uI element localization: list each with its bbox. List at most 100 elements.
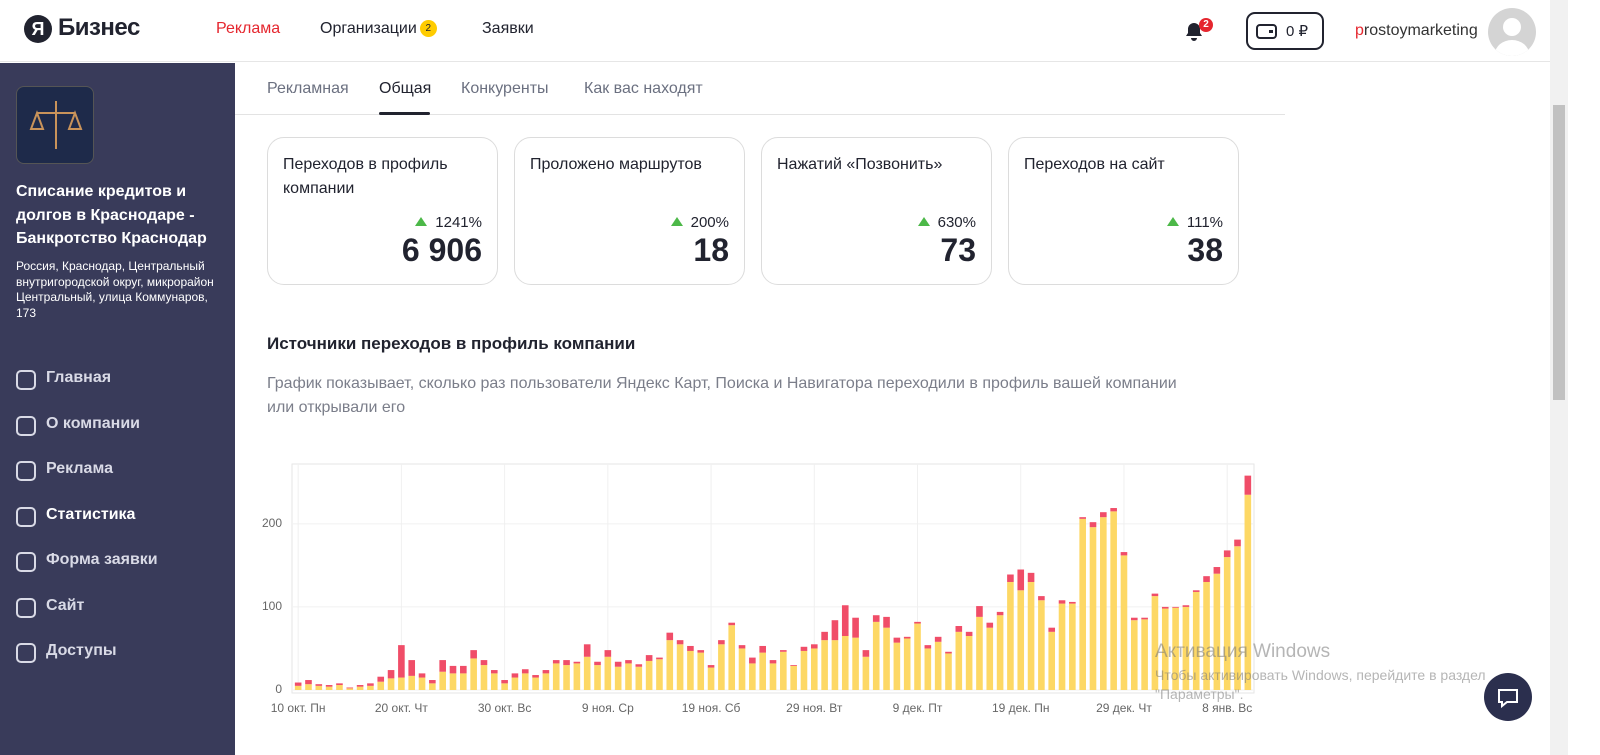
bar-segment — [418, 677, 426, 690]
menu-icon — [16, 597, 36, 618]
menu-item[interactable]: О компании — [46, 414, 140, 432]
bar-segment — [687, 645, 694, 651]
bar-segment — [1089, 522, 1097, 528]
bar-segment — [986, 627, 994, 690]
bar-segment — [315, 684, 323, 686]
bar-segment — [511, 673, 519, 678]
bar-segment — [1141, 617, 1148, 620]
bar-segment — [976, 616, 983, 690]
menu-item[interactable]: Форма заявки — [46, 551, 158, 568]
menu-item[interactable]: Главная — [46, 369, 112, 386]
stat-card: Переходов в профиль компании 1241% 6 906 — [267, 137, 498, 285]
bar-segment — [1141, 619, 1148, 690]
bar-segment — [470, 650, 477, 659]
bar-segment — [1182, 606, 1190, 690]
menu-item[interactable]: Статистика — [46, 505, 136, 523]
nav-link[interactable]: Организации 2 — [320, 20, 437, 38]
menu-icon — [16, 506, 36, 527]
tab[interactable]: Как вас находят — [584, 80, 703, 97]
bar-segment — [759, 652, 766, 690]
bar-segment — [728, 625, 736, 690]
bar-segment — [573, 663, 581, 690]
y-tick-label: 200 — [262, 516, 282, 530]
bar-segment — [294, 682, 302, 686]
bar-segment — [759, 645, 766, 653]
bar-segment — [831, 620, 839, 641]
bar-segment — [883, 627, 890, 690]
bar-segment — [1213, 573, 1221, 690]
bar-segment — [377, 676, 385, 682]
chat-button[interactable] — [1484, 673, 1532, 721]
x-tick-label: 9 дек. Пт — [893, 701, 943, 715]
bar-segment — [924, 648, 932, 690]
bar-segment — [707, 667, 715, 690]
stat-card: Нажатий «Позвонить» 630% 73 — [761, 137, 992, 285]
bar-segment — [1079, 517, 1086, 519]
bar-segment — [1110, 511, 1117, 690]
bar-segment — [1058, 603, 1066, 690]
bar-segment — [583, 656, 591, 690]
tab[interactable]: Рекламная — [267, 80, 349, 97]
menu-item[interactable]: Доступы — [46, 642, 117, 659]
bar-segment — [841, 635, 849, 690]
bar-segment — [862, 650, 870, 657]
bar-segment — [666, 632, 674, 641]
scrollbar-thumb[interactable] — [1553, 105, 1565, 400]
bar-segment — [387, 670, 395, 679]
bar-segment — [315, 685, 323, 690]
wallet-button[interactable] — [1246, 12, 1324, 50]
card-title: Переходов в профиль компании — [283, 156, 448, 197]
bar-segment — [346, 688, 354, 690]
menu-icon — [16, 552, 36, 572]
nav-link[interactable]: Заявки — [482, 20, 534, 37]
bar-segment — [841, 605, 849, 636]
bar-segment — [552, 663, 560, 690]
nav-link[interactable]: Реклама — [216, 20, 281, 37]
tab[interactable]: Конкуренты — [461, 80, 549, 97]
bar-segment — [542, 670, 550, 674]
bar-segment — [521, 673, 529, 690]
bar-segment — [769, 663, 777, 690]
menu-icon — [16, 461, 36, 481]
bar-segment — [1223, 557, 1231, 690]
bar-segment — [914, 621, 921, 624]
x-tick-label: 30 окт. Вс — [478, 701, 532, 715]
bar-segment — [346, 687, 354, 689]
badge: 2 — [1199, 18, 1213, 32]
bar-segment — [480, 660, 488, 666]
bar-segment — [325, 685, 333, 687]
company-name: Списание кредитов и долгов в Краснодаре … — [16, 183, 207, 247]
bar-segment — [893, 642, 901, 690]
bar-segment — [1192, 590, 1200, 592]
bar-segment — [996, 615, 1004, 690]
bar-segment — [1038, 600, 1045, 690]
card-title: Переходов на сайт — [1024, 156, 1165, 173]
bar-segment — [780, 650, 787, 652]
bar-segment — [1203, 576, 1210, 582]
bar-segment — [749, 663, 756, 690]
logo-mark[interactable]: Я — [24, 15, 52, 43]
card-change: 111% — [1167, 214, 1223, 231]
menu-item[interactable]: Сайт — [46, 596, 85, 614]
bar-segment — [872, 621, 880, 690]
avatar[interactable] — [1488, 8, 1536, 56]
bar-segment — [1100, 512, 1107, 518]
bar-segment — [852, 637, 859, 690]
bar-segment — [604, 656, 612, 690]
bar-segment — [563, 665, 570, 690]
logo-text[interactable]: Бизнес — [58, 14, 140, 41]
bar-segment — [1151, 593, 1159, 597]
bar-segment — [501, 680, 508, 684]
bar-segment — [367, 685, 374, 690]
user-name[interactable]: prostoymarketing — [1355, 22, 1478, 39]
nav-text: Организации — [320, 20, 417, 37]
bell-icon[interactable] — [1183, 20, 1205, 42]
bar-segment — [398, 677, 405, 690]
bar-segment — [965, 635, 973, 690]
menu-item[interactable]: Реклама — [46, 460, 113, 477]
tab[interactable]: Общая — [379, 80, 432, 97]
menu-icon — [16, 370, 36, 390]
bar-segment — [1192, 591, 1200, 690]
bar-segment — [718, 640, 725, 645]
